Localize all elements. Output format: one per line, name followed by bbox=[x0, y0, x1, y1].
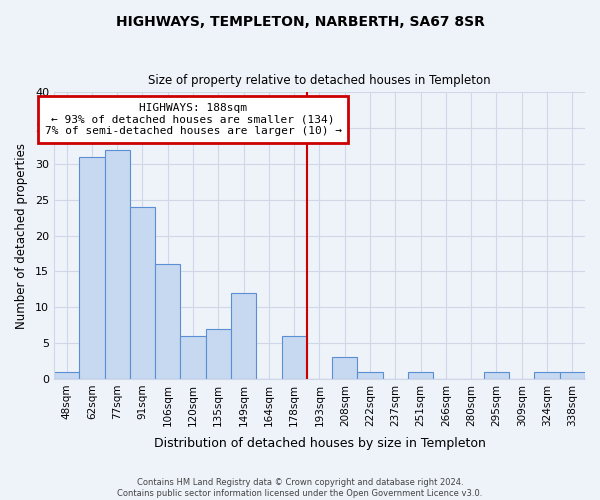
X-axis label: Distribution of detached houses by size in Templeton: Distribution of detached houses by size … bbox=[154, 437, 485, 450]
Bar bbox=[358, 372, 383, 379]
Text: HIGHWAYS: 188sqm
← 93% of detached houses are smaller (134)
7% of semi-detached : HIGHWAYS: 188sqm ← 93% of detached house… bbox=[44, 103, 341, 136]
Bar bbox=[181, 336, 206, 379]
Bar bbox=[54, 372, 79, 379]
Bar bbox=[535, 372, 560, 379]
Bar bbox=[281, 336, 307, 379]
Bar bbox=[408, 372, 433, 379]
Bar bbox=[206, 329, 231, 379]
Bar bbox=[484, 372, 509, 379]
Bar bbox=[332, 358, 358, 379]
Text: Contains HM Land Registry data © Crown copyright and database right 2024.
Contai: Contains HM Land Registry data © Crown c… bbox=[118, 478, 482, 498]
Bar bbox=[79, 157, 104, 379]
Text: HIGHWAYS, TEMPLETON, NARBERTH, SA67 8SR: HIGHWAYS, TEMPLETON, NARBERTH, SA67 8SR bbox=[116, 15, 484, 29]
Bar bbox=[231, 293, 256, 379]
Bar bbox=[104, 150, 130, 379]
Title: Size of property relative to detached houses in Templeton: Size of property relative to detached ho… bbox=[148, 74, 491, 87]
Bar bbox=[130, 207, 155, 379]
Bar bbox=[155, 264, 181, 379]
Bar bbox=[560, 372, 585, 379]
Y-axis label: Number of detached properties: Number of detached properties bbox=[15, 142, 28, 328]
